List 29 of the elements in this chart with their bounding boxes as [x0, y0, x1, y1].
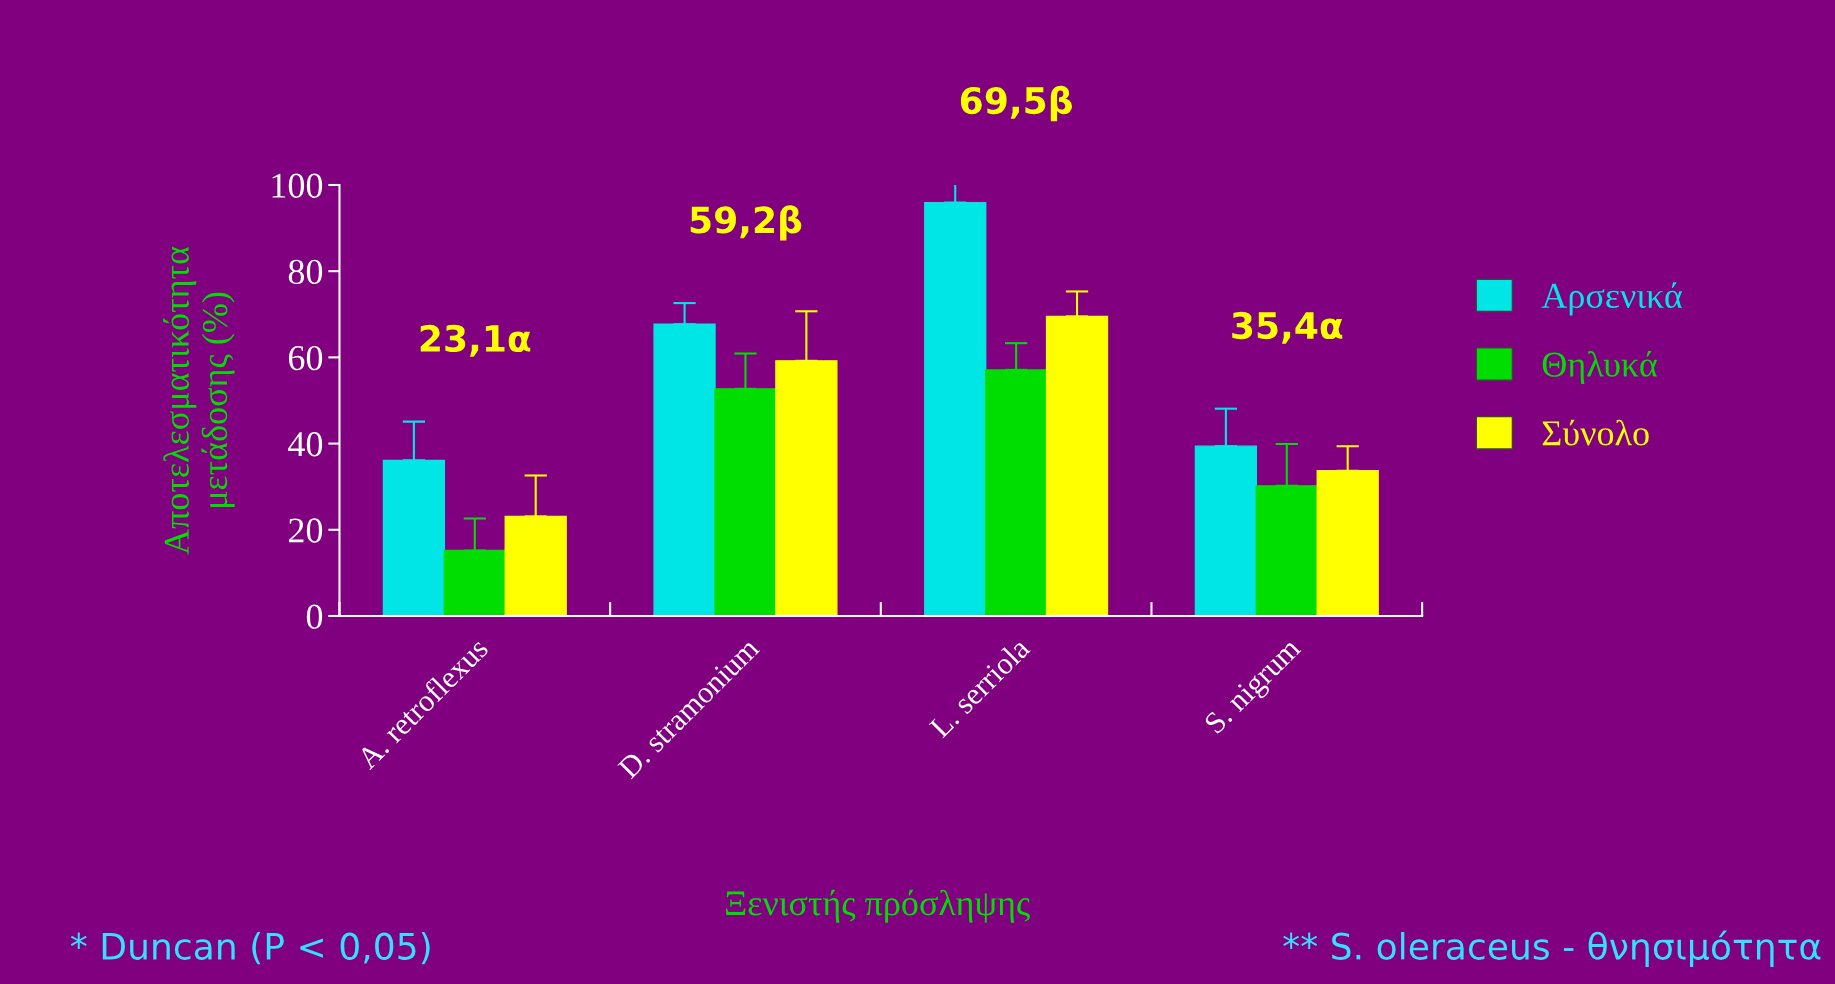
bar — [1194, 445, 1258, 616]
bar — [714, 388, 777, 616]
y-tick-label: 0 — [306, 604, 323, 629]
bar — [504, 515, 567, 616]
bar — [382, 459, 446, 616]
bar — [1255, 485, 1318, 616]
annotation: 59,2β — [690, 205, 802, 241]
bar — [1316, 470, 1379, 616]
bar — [443, 549, 506, 616]
legend-label: Σύνολο — [1542, 419, 1649, 446]
y-tick-label: 20 — [288, 518, 323, 543]
bar — [653, 323, 716, 616]
bar — [1045, 315, 1109, 616]
text: * Duncan (P < 0,05) — [70, 932, 430, 965]
text: ** S. oleraceus - θνησιμότητα — [1283, 930, 1821, 967]
y-tick-label: 60 — [288, 345, 323, 371]
legend-label: Αρσενικά — [1541, 282, 1683, 316]
annotation: 35,4α — [1232, 311, 1343, 344]
y-tick-label: 80 — [288, 259, 323, 285]
legend-label: Θηλυκά — [1542, 350, 1657, 385]
bar — [775, 360, 838, 616]
y-tick-label: 40 — [288, 432, 323, 457]
y-tick-label: 100 — [272, 173, 323, 198]
x-axis-title: Ξενιστής πρόσληψης — [725, 889, 1030, 923]
annotation: 23,1α — [420, 324, 531, 357]
bar — [924, 201, 987, 616]
text: 69,5β — [960, 85, 1072, 122]
bar — [984, 369, 1048, 616]
y-axis-title: Αποτελεσματικότητα μετάδοσης (%) — [163, 246, 235, 555]
